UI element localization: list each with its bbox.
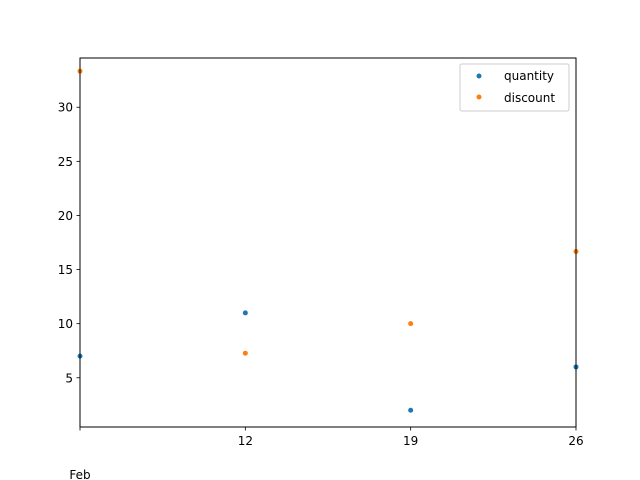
x-axis-month-label: Feb bbox=[69, 468, 90, 480]
y-tick-label-30: 30 bbox=[58, 101, 73, 115]
y-axis-ticks: 5 10 15 20 25 30 bbox=[58, 101, 80, 385]
y-tick-label-15: 15 bbox=[58, 263, 73, 277]
legend-box bbox=[459, 63, 570, 112]
y-tick-label-10: 10 bbox=[58, 317, 73, 331]
point-quantity-2 bbox=[408, 407, 414, 413]
y-tick-label-5: 5 bbox=[65, 371, 73, 385]
legend-label-discount: discount bbox=[504, 91, 555, 105]
point-discount-2 bbox=[408, 321, 414, 327]
point-quantity-1 bbox=[242, 310, 248, 316]
plot-frame bbox=[79, 57, 577, 428]
legend-marker-discount bbox=[476, 94, 482, 100]
y-tick-label-25: 25 bbox=[58, 155, 73, 169]
plot-background bbox=[80, 58, 576, 427]
x-tick-label-19: 19 bbox=[403, 434, 418, 448]
x-tick-label-26: 26 bbox=[568, 434, 583, 448]
legend: quantity discount bbox=[459, 63, 570, 112]
x-tick-label-12: 12 bbox=[238, 434, 253, 448]
x-axis-ticks: 12 19 26 bbox=[79, 427, 584, 448]
legend-marker-quantity bbox=[476, 73, 482, 79]
legend-label-quantity: quantity bbox=[504, 69, 554, 83]
y-tick-label-20: 20 bbox=[58, 209, 73, 223]
point-discount-1 bbox=[242, 350, 248, 356]
